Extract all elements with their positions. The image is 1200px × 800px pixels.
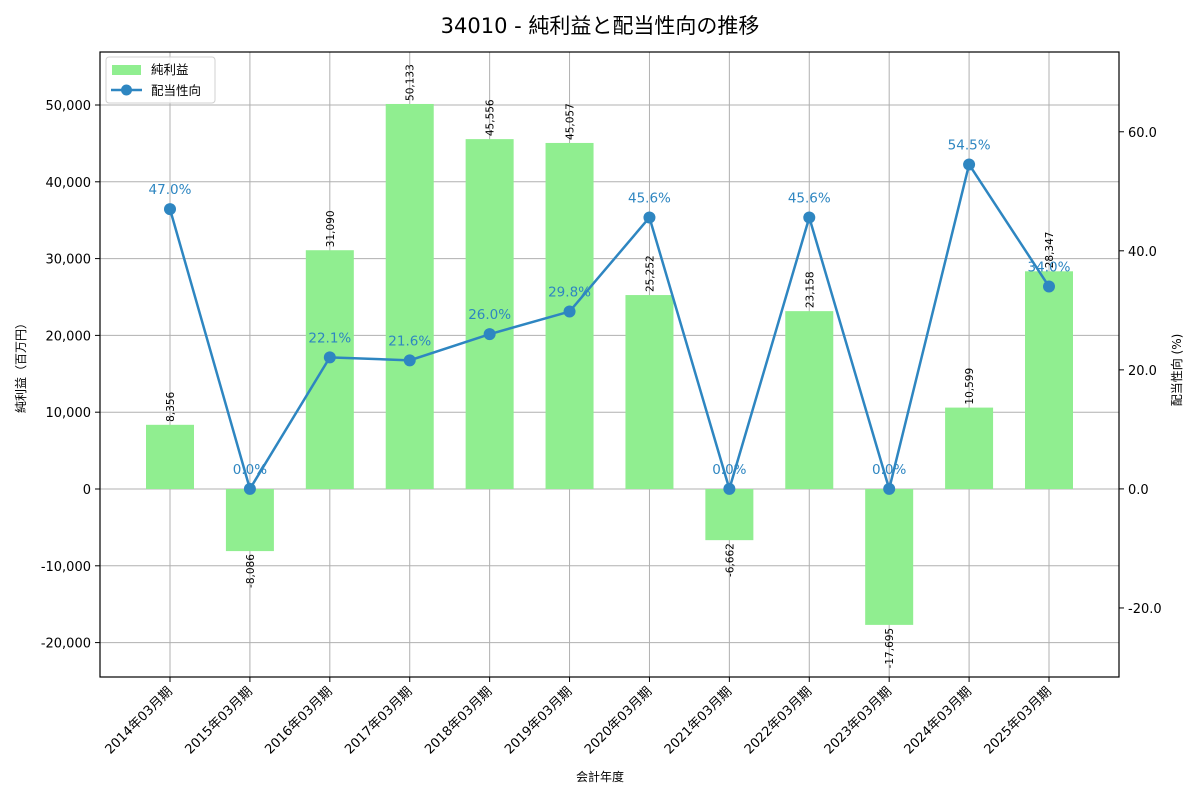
bar-value-label: 10,599 xyxy=(964,368,976,405)
legend-label-net-income: 純利益 xyxy=(151,62,189,77)
line-value-labels: 47.0% 0.0% 22.1% 21.6% 26.0% 29.8% 45.6% 0.0% 45… xyxy=(149,138,1071,478)
x-tick-label: 2020年03月期 xyxy=(582,684,655,757)
line-marker xyxy=(803,211,816,224)
right-axis-ticks: -20.0 0.0 20.0 40.0 60.0 xyxy=(1119,126,1162,617)
x-tick-label: 2016年03月期 xyxy=(262,684,335,757)
legend-bar-swatch-icon xyxy=(112,65,141,75)
left-axis-label: 純利益（百万円） xyxy=(14,317,28,413)
bar xyxy=(146,424,194,489)
x-tick-label: 2015年03月期 xyxy=(182,684,255,757)
line-marker xyxy=(1043,280,1055,293)
bar-value-label: -17,695 xyxy=(884,628,896,669)
payout-value-label: 0.0% xyxy=(872,462,906,478)
bar xyxy=(865,488,914,625)
bar xyxy=(305,250,354,489)
bar-value-label: 8,356 xyxy=(165,391,177,421)
line-marker xyxy=(883,482,896,495)
right-axis-label: 配当性向 (%) xyxy=(1169,334,1184,407)
left-tick-label: 0 xyxy=(83,483,91,498)
payout-value-label: 0.0% xyxy=(712,462,746,478)
legend: 純利益 配当性向 xyxy=(105,56,216,104)
x-tick-label: 2023年03月期 xyxy=(822,684,895,757)
bar-value-label: 31,090 xyxy=(325,210,337,247)
bar xyxy=(225,488,274,552)
plot-frame xyxy=(99,51,1120,678)
payout-value-label: 45.6% xyxy=(628,190,671,206)
x-axis-label: 会計年度 xyxy=(576,769,624,784)
x-tick-label: 2024年03月期 xyxy=(902,684,975,757)
bar xyxy=(625,295,674,489)
bar xyxy=(1025,271,1073,489)
right-tick-label: 40.0 xyxy=(1128,245,1157,260)
bar xyxy=(705,488,754,541)
bar-series xyxy=(146,103,1073,625)
line-marker xyxy=(643,211,656,224)
bar-value-label: -6,662 xyxy=(724,543,736,577)
right-tick-label: 60.0 xyxy=(1128,126,1157,141)
payout-value-label: 21.6% xyxy=(388,333,431,349)
bar-value-label: 45,556 xyxy=(485,99,497,136)
line-marker xyxy=(723,482,736,495)
payout-line xyxy=(168,161,1051,494)
legend-label-payout-ratio: 配当性向 xyxy=(151,83,201,98)
x-tick-label: 2019年03月期 xyxy=(502,684,575,757)
bar-value-label: 25,252 xyxy=(644,255,656,292)
x-tick-label: 2018年03月期 xyxy=(422,684,495,757)
x-tick-label: 2017年03月期 xyxy=(342,684,415,757)
right-tick-label: 20.0 xyxy=(1128,364,1157,379)
line-marker xyxy=(563,305,576,318)
line-marker xyxy=(403,354,416,367)
payout-value-label: 54.5% xyxy=(948,138,991,154)
line-marker xyxy=(963,158,976,171)
line-marker xyxy=(483,328,496,341)
right-tick-label: -20.0 xyxy=(1128,602,1162,617)
bar-value-labels: 8,356 -8,086 31,090 50,133 45,556 45,057 25,25… xyxy=(165,64,1056,668)
x-tick-label: 2025年03月期 xyxy=(982,684,1055,757)
bar-value-label: 50,133 xyxy=(405,64,417,101)
left-tick-label: 50,000 xyxy=(46,99,92,114)
left-tick-label: -20,000 xyxy=(41,637,91,652)
left-tick-label: 30,000 xyxy=(46,253,92,268)
left-tick-label: -10,000 xyxy=(41,560,91,575)
line-series xyxy=(164,158,1055,495)
line-marker xyxy=(243,482,256,495)
payout-value-label: 0.0% xyxy=(233,462,267,478)
bar xyxy=(945,407,994,489)
payout-value-label: 47.0% xyxy=(149,182,192,198)
bar xyxy=(785,311,834,489)
left-tick-label: 20,000 xyxy=(46,329,92,344)
payout-value-label: 45.6% xyxy=(788,190,831,206)
left-axis-ticks: -20,000 -10,000 0 10,000 20,000 30,000 40,000 5… xyxy=(41,99,100,652)
payout-value-label: 26.0% xyxy=(468,307,511,323)
bar-value-label: 23,158 xyxy=(804,271,816,308)
left-tick-label: 10,000 xyxy=(46,406,92,421)
payout-value-label: 22.1% xyxy=(308,330,351,346)
left-tick-label: 40,000 xyxy=(46,176,92,191)
x-tick-label: 2021年03月期 xyxy=(662,684,735,757)
bar-value-label: 28,347 xyxy=(1044,232,1056,269)
line-marker xyxy=(164,203,176,216)
bar xyxy=(465,139,514,489)
x-tick-label: 2014年03月期 xyxy=(103,684,176,757)
chart-title: 34010 - 純利益と配当性向の推移 xyxy=(441,14,760,38)
right-tick-label: 0.0 xyxy=(1128,483,1149,498)
payout-value-label: 29.8% xyxy=(548,285,591,301)
bar-value-label: 45,057 xyxy=(565,103,577,140)
x-tick-label: 2022年03月期 xyxy=(742,684,815,757)
bar-value-label: -8,086 xyxy=(245,554,257,588)
line-marker xyxy=(323,351,336,364)
x-axis-ticks: 2014年03月期 2015年03月期 2016年03月期 2017年03月期 2018… xyxy=(103,677,1055,758)
legend-marker-icon xyxy=(121,84,132,96)
bar xyxy=(385,103,434,489)
payout-value-label: 34.0% xyxy=(1028,260,1071,276)
